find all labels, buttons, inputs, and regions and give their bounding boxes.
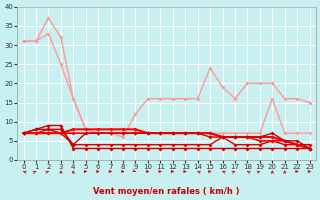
X-axis label: Vent moyen/en rafales ( km/h ): Vent moyen/en rafales ( km/h )	[93, 187, 240, 196]
